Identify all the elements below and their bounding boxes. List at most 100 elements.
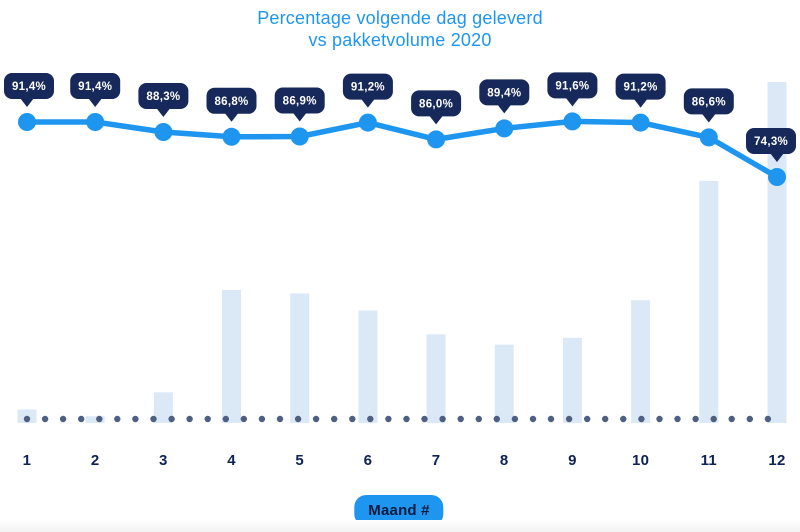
volume-bar-month-5[interactable]	[290, 293, 310, 423]
x-tick-9: 9	[568, 452, 577, 469]
value-bubble-label: 89,4%	[487, 87, 521, 99]
value-bubble-box	[615, 73, 666, 100]
value-bubble-pointer	[769, 153, 784, 162]
line-marker-month-11[interactable]	[699, 128, 718, 147]
value-bubble-box	[70, 73, 121, 99]
value-bubble-month-8: 89,4%	[479, 79, 530, 114]
line-marker-month-8[interactable]	[495, 119, 514, 138]
volume-bar-month-3[interactable]	[153, 392, 173, 423]
value-bubble-label: 86,9%	[283, 96, 317, 108]
x-tick-1: 1	[22, 452, 32, 469]
value-bubble-month-3: 88,3%	[138, 83, 189, 117]
value-bubble-label: 91,6%	[555, 80, 589, 92]
value-bubble-box	[479, 79, 530, 106]
value-bubble-month-1: 91,4%	[4, 73, 54, 107]
volume-bar-month-11[interactable]	[699, 180, 719, 423]
line-marker-month-2[interactable]	[86, 113, 105, 131]
baseline-dot	[638, 415, 645, 423]
volume-bar-month-9[interactable]	[562, 337, 582, 424]
baseline-dot	[204, 415, 211, 423]
value-bubble-label: 88,3%	[146, 91, 180, 103]
volume-bar-month-4[interactable]	[222, 290, 241, 423]
baseline-dot	[367, 415, 374, 423]
value-bubble-pointer	[701, 113, 716, 123]
x-tick-7: 7	[431, 452, 441, 469]
baseline-dot	[114, 415, 121, 423]
value-bubble-month-11: 86,6%	[683, 88, 734, 123]
value-bubble-pointer	[156, 107, 171, 117]
baseline-dot	[168, 415, 175, 423]
x-tick-12: 12	[768, 452, 786, 469]
baseline-dot	[674, 415, 681, 423]
line-marker-month-9[interactable]	[563, 112, 582, 131]
x-tick-10: 10	[631, 452, 650, 469]
baseline-dot	[403, 415, 410, 423]
x-tick-4: 4	[227, 452, 236, 469]
value-bubble-pointer	[360, 98, 375, 108]
value-bubble-label: 86,0%	[419, 98, 453, 110]
value-bubble-label: 86,6%	[692, 96, 726, 108]
value-bubble-box	[683, 88, 734, 115]
value-bubble-month-12: 74,3%	[746, 128, 796, 162]
volume-bar-month-10[interactable]	[631, 300, 651, 423]
value-bubble-month-9: 91,6%	[547, 72, 598, 107]
value-bubble-label: 91,2%	[624, 82, 658, 94]
value-bubble-month-7: 86,0%	[411, 90, 462, 125]
volume-bar-month-2[interactable]	[85, 416, 105, 423]
baseline-dot	[385, 415, 392, 423]
line-marker-month-1[interactable]	[18, 113, 36, 131]
chart-title-line1: Percentage volgende dag geleverd	[257, 8, 543, 28]
volume-bar-month-7[interactable]	[426, 334, 446, 423]
value-bubble-box	[138, 83, 189, 109]
baseline-dot	[276, 415, 284, 423]
line-marker-month-5[interactable]	[290, 127, 309, 146]
baseline-dot	[186, 415, 193, 423]
page-bottom-strip	[0, 520, 800, 532]
x-tick-3: 3	[159, 452, 168, 469]
baseline-dot	[59, 415, 67, 423]
baseline-dot	[258, 415, 266, 423]
value-bubble-label: 91,4%	[78, 81, 112, 93]
baseline-dot	[421, 415, 428, 423]
baseline-dot	[547, 415, 555, 423]
value-bubble-pointer	[292, 112, 307, 122]
baseline-dot	[240, 415, 247, 423]
line-marker-month-6[interactable]	[358, 113, 377, 132]
line-marker-month-12[interactable]	[768, 168, 786, 186]
baseline-dot	[511, 415, 519, 423]
line-marker-month-4[interactable]	[222, 127, 241, 146]
baseline-dot	[602, 415, 609, 423]
baseline-dot	[312, 415, 320, 423]
baseline-dot	[96, 415, 103, 423]
baseline-dot	[584, 415, 591, 423]
value-bubble-month-6: 91,2%	[342, 73, 393, 108]
baseline-dot	[294, 415, 302, 423]
value-bubble-month-2: 91,4%	[70, 73, 121, 107]
value-bubble-month-5: 86,9%	[274, 87, 325, 122]
baseline-dot	[132, 415, 139, 423]
value-bubble-month-10: 91,2%	[615, 73, 666, 108]
value-bubble-label: 91,4%	[12, 81, 46, 93]
volume-bar-month-6[interactable]	[358, 310, 378, 424]
baseline-dot	[764, 415, 772, 423]
value-bubble-pointer	[497, 104, 512, 114]
baseline-dot	[493, 415, 500, 423]
volume-bar-month-8[interactable]	[494, 344, 514, 423]
baseline-dot	[692, 415, 699, 423]
baseline-dot	[222, 415, 229, 423]
value-bubble-box	[274, 87, 325, 114]
value-bubble-label: 91,2%	[351, 82, 385, 94]
line-marker-month-10[interactable]	[631, 113, 650, 132]
value-bubble-pointer	[224, 112, 239, 122]
percentage-line	[24, 118, 780, 180]
line-marker-month-3[interactable]	[154, 123, 173, 141]
baseline-dot	[529, 415, 537, 423]
value-bubble-label: 74,3%	[754, 136, 788, 148]
volume-bar-month-12[interactable]	[767, 82, 787, 423]
value-bubble-month-4: 86,8%	[206, 87, 257, 122]
baseline-dot	[331, 415, 338, 423]
line-marker-month-7[interactable]	[427, 130, 446, 149]
chart-title-line2: vs pakketvolume 2020	[308, 30, 492, 50]
baseline-dot	[656, 415, 663, 423]
